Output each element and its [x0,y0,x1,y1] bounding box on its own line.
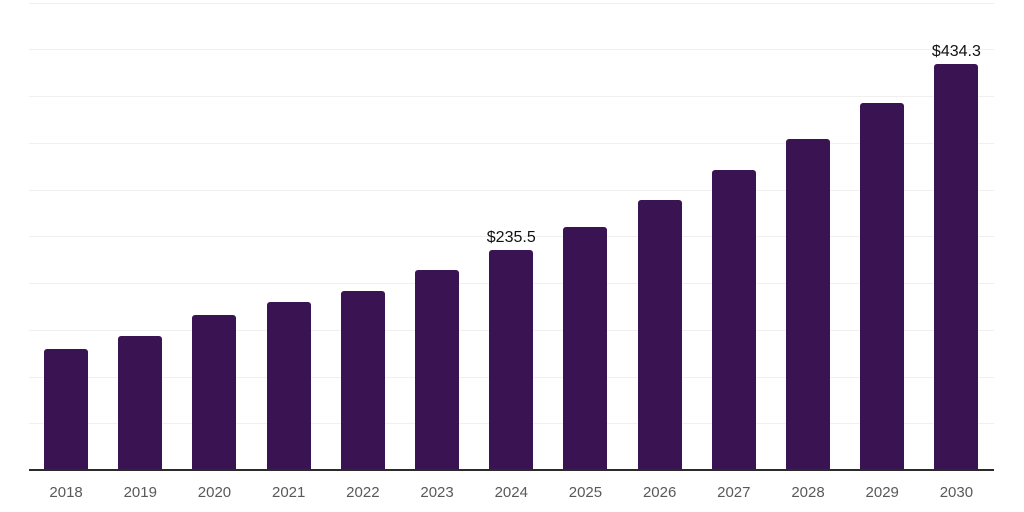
x-tick-label-2022: 2022 [346,484,380,501]
data-label-2030: $434.3 [931,42,981,60]
data-label-2024: $235.5 [486,228,536,246]
x-tick-label-2028: 2028 [791,484,825,501]
gridline [29,142,994,144]
x-tick-label-2020: 2020 [197,484,232,501]
bar-2025 [563,226,608,470]
bar-2024 [489,249,534,470]
x-tick-label-2019: 2019 [123,484,157,501]
bar-2022 [340,290,385,470]
gridline [29,2,994,4]
bar-2030 [934,63,979,470]
gridline [29,96,994,97]
gridline [29,49,994,51]
bar-2027 [711,170,756,470]
bar-2029 [860,102,905,470]
x-tick-label-2025: 2025 [568,484,603,501]
x-axis-line [29,469,994,471]
bar-2020 [192,315,237,470]
gridline [29,236,994,238]
x-tick-label-2027: 2027 [717,484,751,501]
bar-2026 [637,200,682,470]
x-tick-label-2021: 2021 [271,484,306,501]
gridline [29,189,994,191]
x-tick-label-2029: 2029 [865,484,899,501]
x-tick-label-2018: 2018 [49,484,83,501]
bar-2018 [44,349,89,470]
bar-2021 [266,302,311,470]
bar-2023 [415,270,460,470]
bar-2028 [786,139,831,470]
x-tick-label-2024: 2024 [494,484,528,501]
x-tick-label-2023: 2023 [420,484,454,501]
x-tick-label-2026: 2026 [642,484,677,501]
bar-2019 [118,336,163,470]
x-tick-label-2030: 2030 [939,484,974,501]
